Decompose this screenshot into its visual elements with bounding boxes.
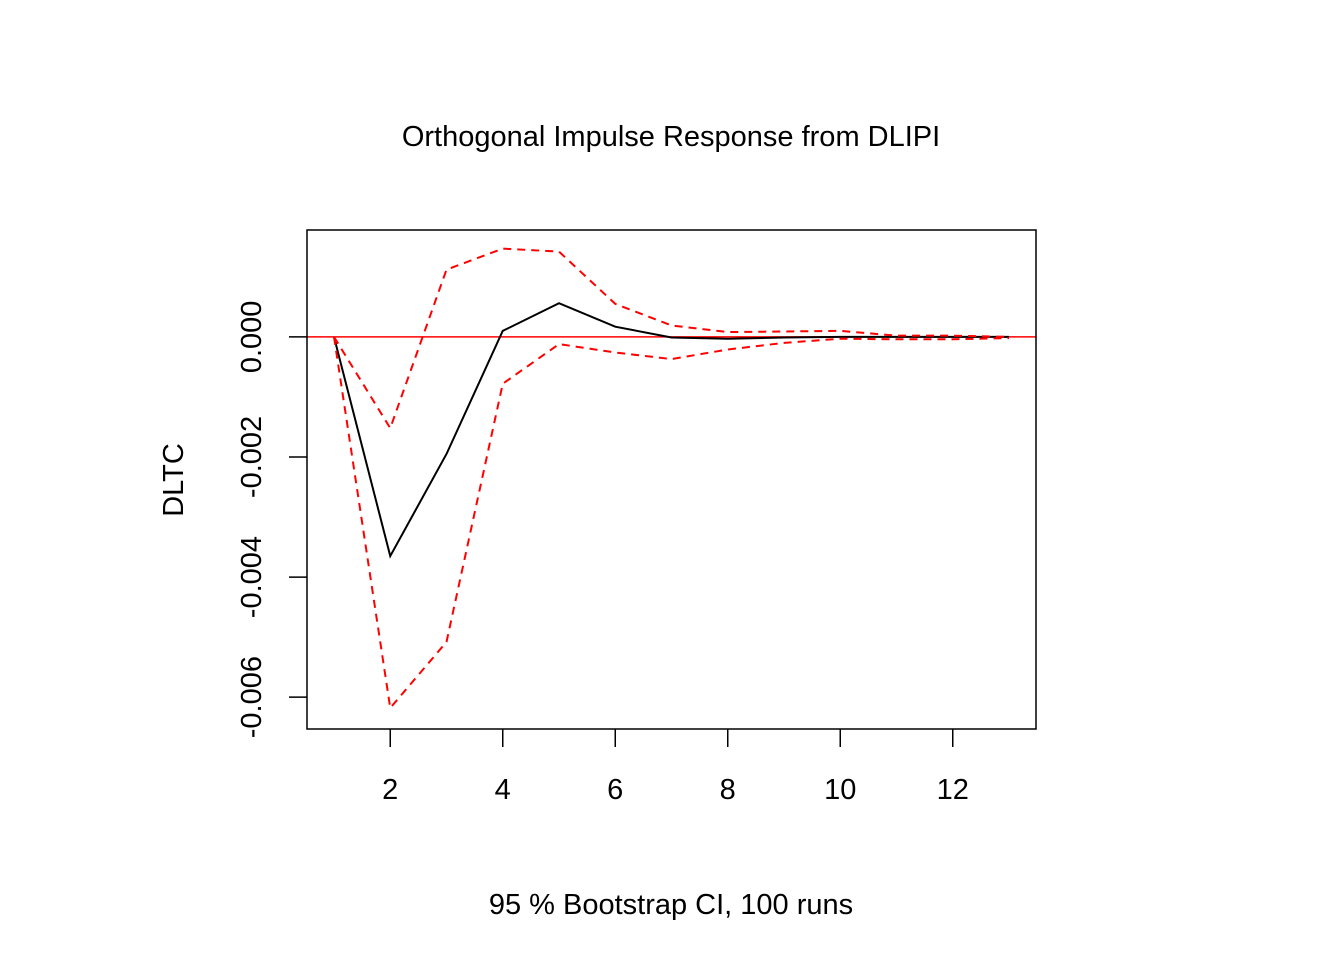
chart-title: Orthogonal Impulse Response from DLIPI: [402, 121, 940, 153]
x-axis-label: 95 % Bootstrap CI, 100 runs: [489, 889, 853, 921]
x-tick-label: 8: [720, 774, 736, 806]
plot-box: [306, 229, 1037, 730]
y-tick-label: -0.006: [236, 656, 268, 738]
x-tick-label: 6: [607, 774, 623, 806]
x-tick-label: 4: [495, 774, 511, 806]
impulse-response-line: [333, 302, 1009, 559]
x-tick-label: 12: [937, 774, 969, 806]
y-tick-label: -0.004: [236, 536, 268, 618]
lower-ci-line: [333, 336, 1010, 711]
y-tick-label: -0.002: [236, 416, 268, 498]
x-tick-label: 2: [382, 774, 398, 806]
x-tick-label: 10: [824, 774, 856, 806]
y-axis-label: DLTC: [158, 443, 190, 517]
y-tick-label: 0.000: [236, 301, 268, 374]
